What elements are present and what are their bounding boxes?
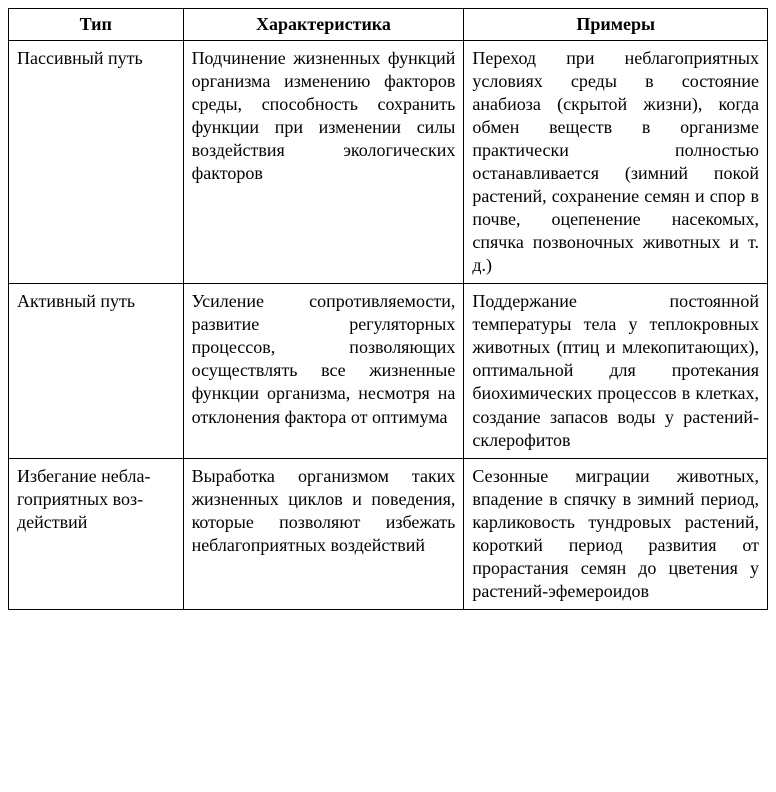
table-row: Избегание небла­гоприятных воз­действий …: [9, 458, 768, 609]
cell-characteristic: Усиление сопротивляемос­ти, развитие рег…: [183, 284, 464, 458]
column-header-characteristic: Характеристика: [183, 9, 464, 41]
cell-examples: Сезонные миграции жи­вотных, впадение в …: [464, 458, 768, 609]
adaptation-paths-table: Тип Характеристика Примеры Пассивный пут…: [8, 8, 768, 610]
table-header-row: Тип Характеристика Примеры: [9, 9, 768, 41]
table-row: Пассивный путь Подчинение жизненных функ…: [9, 41, 768, 284]
cell-type: Избегание небла­гоприятных воз­действий: [9, 458, 184, 609]
cell-examples: Переход при неблаго­приятных условиях ср…: [464, 41, 768, 284]
column-header-type: Тип: [9, 9, 184, 41]
cell-characteristic: Подчинение жизненных функций организма и…: [183, 41, 464, 284]
cell-characteristic: Выработка организмом таких жизненных цик…: [183, 458, 464, 609]
column-header-examples: Примеры: [464, 9, 768, 41]
cell-examples: Поддержание постоянной температуры тела …: [464, 284, 768, 458]
cell-type: Пассивный путь: [9, 41, 184, 284]
cell-type: Активный путь: [9, 284, 184, 458]
table-row: Активный путь Усиление сопротивляемос­ти…: [9, 284, 768, 458]
